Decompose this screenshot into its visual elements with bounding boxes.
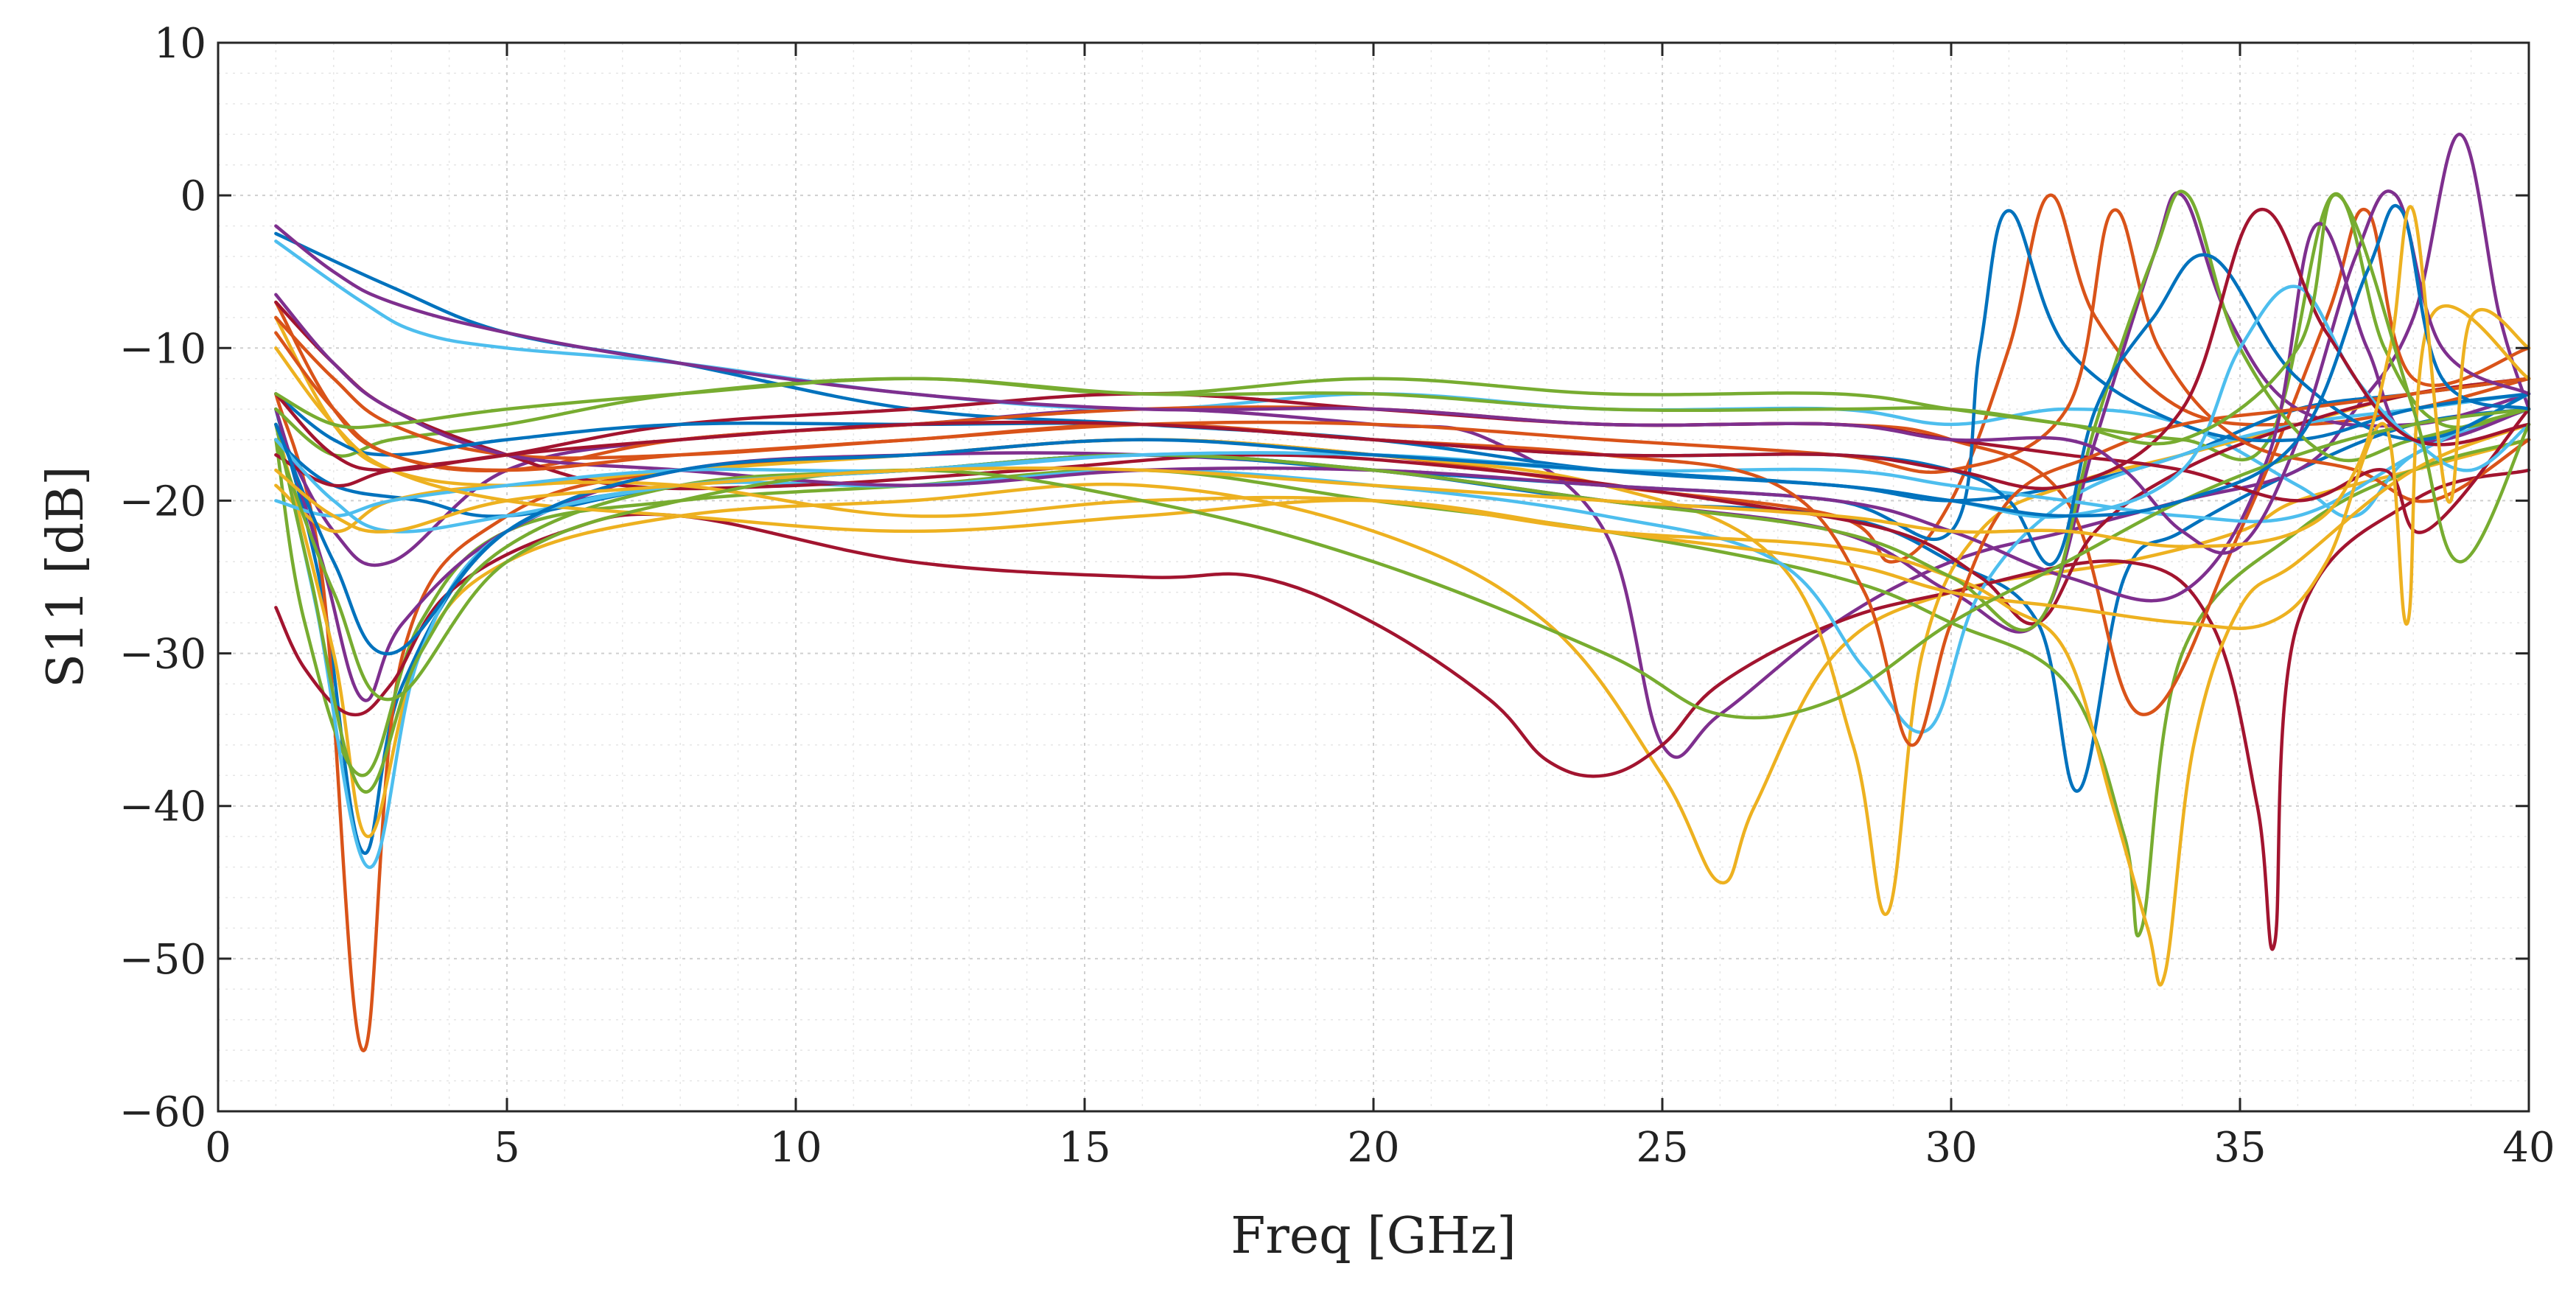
x-tick-label: 30 — [1925, 1124, 1977, 1172]
x-tick-label: 20 — [1347, 1124, 1399, 1172]
minor-gridlines — [218, 43, 2529, 1111]
x-tick-label: 35 — [2213, 1124, 2266, 1172]
x-tick-label: 0 — [205, 1124, 231, 1172]
y-tick-label: 10 — [154, 20, 206, 68]
x-tick-label: 10 — [769, 1124, 822, 1172]
y-axis-title: S11 [dB] — [37, 466, 95, 688]
x-tick-label: 40 — [2502, 1124, 2555, 1172]
series-lines — [274, 133, 2531, 1052]
x-tick-label: 15 — [1058, 1124, 1110, 1172]
y-tick-label: 0 — [180, 172, 206, 220]
series-line-25 — [274, 189, 2531, 555]
x-tick-labels: 0 5 10 15 20 25 30 35 40 — [205, 1124, 2555, 1172]
axis-ticks — [217, 41, 2530, 1113]
series-line-23 — [274, 331, 2531, 747]
series-line-29 — [274, 203, 2531, 656]
y-tick-label: −30 — [119, 631, 206, 679]
series-line-17 — [274, 422, 2531, 987]
y-tick-labels: 10 0 −10 −20 −30 −40 −50 −60 — [119, 20, 206, 1136]
y-tick-label: −50 — [119, 936, 206, 984]
series-line-18 — [274, 222, 2531, 603]
series-line-24 — [274, 304, 2531, 630]
series-line-10 — [274, 315, 2531, 917]
series-line-31 — [274, 193, 2531, 564]
y-tick-label: −60 — [119, 1088, 206, 1136]
y-tick-label: −10 — [119, 325, 206, 373]
y-tick-label: −40 — [119, 783, 206, 831]
series-line-30 — [274, 205, 2531, 548]
x-tick-label: 5 — [494, 1124, 520, 1172]
y-tick-label: −20 — [119, 478, 206, 525]
series-line-28 — [274, 207, 2531, 491]
x-tick-label: 25 — [1636, 1124, 1688, 1172]
x-axis-title: Freq [GHz] — [1231, 1207, 1516, 1265]
